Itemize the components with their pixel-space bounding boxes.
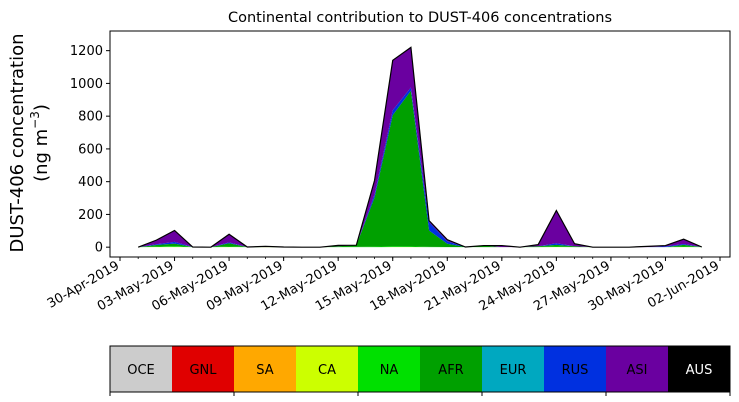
legend-swatch-gnl (172, 346, 234, 392)
legend-label-asi: ASI (627, 363, 648, 378)
legend-label-eur: EUR (500, 363, 527, 378)
plot-area-frame (109, 30, 731, 258)
legend-swatch-eur (482, 346, 544, 392)
y-tick-label: 1200 (70, 44, 103, 59)
y-axis-label-unit-prefix: (ng m (31, 129, 52, 182)
x-axis: 30-Apr-201903-May-201906-May-201909-May-… (45, 257, 722, 314)
y-axis-label-unit-suffix: ) (31, 104, 52, 111)
legend-swatch-oce (110, 346, 172, 392)
legend-label-ca: CA (318, 363, 336, 378)
y-axis-label-line1: DUST-406 concentration (7, 33, 28, 252)
y-axis-label-unit-exponent: −3 (28, 111, 42, 129)
y-tick-label: 600 (78, 142, 103, 157)
legend-label-gnl: GNL (189, 363, 217, 378)
legend-swatch-rus (544, 346, 606, 392)
legend-label-sa: SA (256, 363, 273, 378)
legend-label-afr: AFR (438, 363, 463, 378)
legend-frame (109, 345, 731, 393)
legend-label-oce: OCE (127, 363, 155, 378)
stacked-area-layers (137, 46, 703, 248)
y-axis-label: DUST-406 concentration (ng m−3) (7, 33, 52, 252)
legend-label-aus: AUS (686, 363, 713, 378)
legend-label-na: NA (380, 363, 399, 378)
legend-swatch-ca (296, 346, 358, 392)
legend-label-rus: RUS (562, 363, 589, 378)
chart-title: Continental contribution to DUST-406 con… (228, 10, 612, 26)
y-tick-label: 0 (95, 241, 103, 256)
y-tick-label: 400 (78, 175, 103, 190)
legend-colorbar: OCE GNL SA CA NA AFR EUR RUS ASI AUS (109, 345, 731, 396)
area-asi (138, 47, 702, 248)
y-axis-label-line2: (ng m−3) (28, 104, 52, 182)
legend-swatch-sa (234, 346, 296, 392)
y-tick-label: 800 (78, 110, 103, 125)
y-axis: 0 200 400 600 800 1000 1200 (70, 44, 110, 256)
area-afr (138, 90, 702, 248)
y-tick-label: 200 (78, 208, 103, 223)
area-na (138, 246, 702, 248)
legend-swatch-aus (668, 346, 730, 392)
total-outline (137, 46, 703, 248)
legend-swatch-asi (606, 346, 668, 392)
legend-swatch-afr (420, 346, 482, 392)
y-tick-label: 1000 (70, 77, 103, 92)
legend-swatch-na (358, 346, 420, 392)
